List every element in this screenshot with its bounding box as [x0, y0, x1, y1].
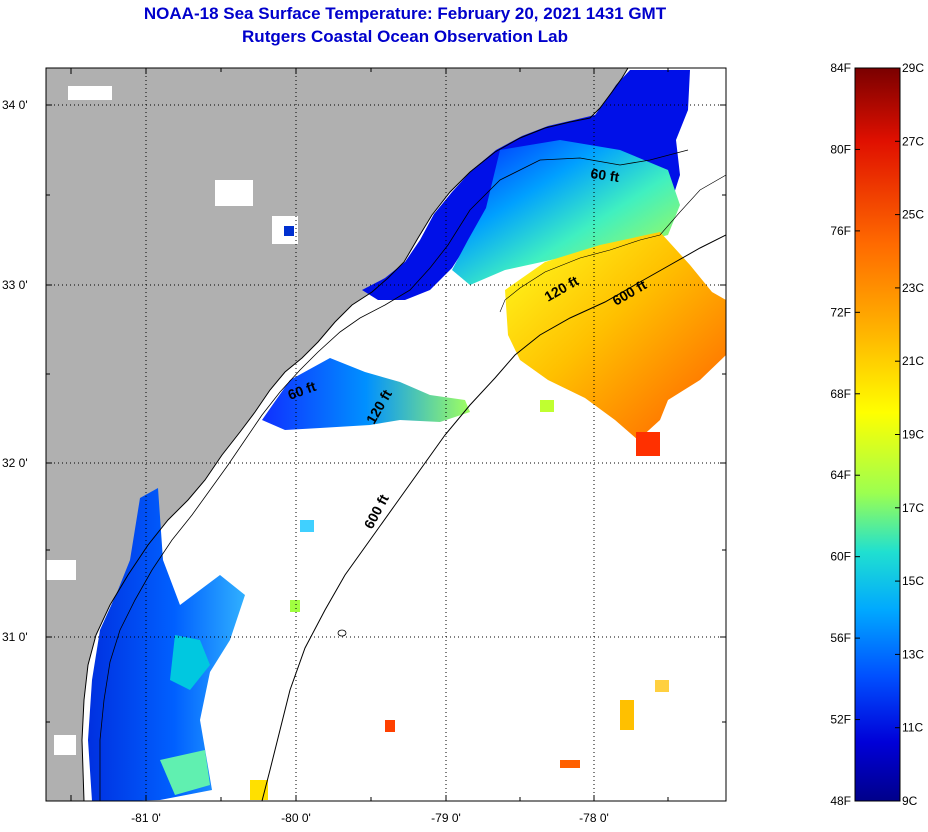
- lon-label: -79 0': [431, 811, 461, 825]
- lat-label: 31 0': [2, 630, 28, 644]
- colorbar-celsius-label: 21C: [902, 354, 924, 368]
- colorbar-fahrenheit-label: 80F: [830, 142, 851, 156]
- colorbar-celsius-label: 17C: [902, 501, 924, 515]
- colorbar-fahrenheit-label: 68F: [830, 387, 851, 401]
- colorbar-fahrenheit-label: 60F: [830, 550, 851, 564]
- lat-label: 32 0': [2, 456, 28, 470]
- isobath-label-north-60: 60 ft: [590, 165, 621, 185]
- isobath-600ft: [261, 234, 726, 801]
- coastline: [81, 68, 629, 801]
- colorbar-fahrenheit-label: 64F: [830, 468, 851, 482]
- page-title: NOAA-18 Sea Surface Temperature: Februar…: [143, 4, 667, 23]
- colorbar-celsius-label: 9C: [902, 794, 918, 808]
- colorbar-celsius-label: 15C: [902, 574, 924, 588]
- colorbar-fahrenheit-label: 84F: [830, 61, 851, 75]
- colorbar-fahrenheit-label: 76F: [830, 224, 851, 238]
- graticule: [46, 68, 726, 801]
- colorbar-celsius-label: 27C: [902, 134, 924, 148]
- sst-mid-region: [262, 358, 470, 430]
- lat-label: 34 0': [2, 98, 28, 112]
- colorbar-celsius-label: 23C: [902, 281, 924, 295]
- colorbar-fahrenheit-label: 52F: [830, 713, 851, 727]
- sst-warm-region: [505, 232, 726, 440]
- colorbar-fahrenheit-label: 72F: [830, 305, 851, 319]
- lon-label: -80 0': [281, 811, 311, 825]
- map-frame: [45, 67, 727, 802]
- colorbar: 84F 80F 76F 72F 68F 64F 60F 56F 52F 48F 29C 27C 25C…: [830, 61, 924, 808]
- colorbar-celsius-label: 11C: [902, 721, 923, 735]
- colorbar-celsius-label: 25C: [902, 208, 924, 222]
- colorbar-fahrenheit-label: 56F: [830, 631, 851, 645]
- lat-label: 33 0': [2, 278, 28, 292]
- colorbar-gradient: [854, 67, 901, 802]
- colorbar-fahrenheit-label: 48F: [830, 794, 851, 808]
- sst-south-region: [88, 488, 245, 801]
- colorbar-celsius-label: 29C: [902, 61, 924, 75]
- lon-label: -81 0': [131, 811, 161, 825]
- land-mass: [46, 68, 628, 801]
- page-subtitle: Rutgers Coastal Ocean Observation Lab: [242, 27, 568, 46]
- lon-label: -78 0': [579, 811, 609, 825]
- colorbar-celsius-label: 13C: [902, 647, 924, 661]
- colorbar-celsius-label: 19C: [902, 428, 924, 442]
- sst-north-warm-band: [452, 140, 680, 285]
